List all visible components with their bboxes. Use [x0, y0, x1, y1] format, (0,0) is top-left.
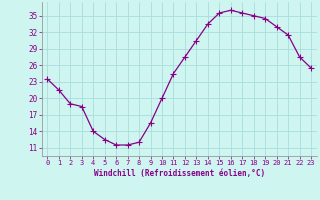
X-axis label: Windchill (Refroidissement éolien,°C): Windchill (Refroidissement éolien,°C)	[94, 169, 265, 178]
